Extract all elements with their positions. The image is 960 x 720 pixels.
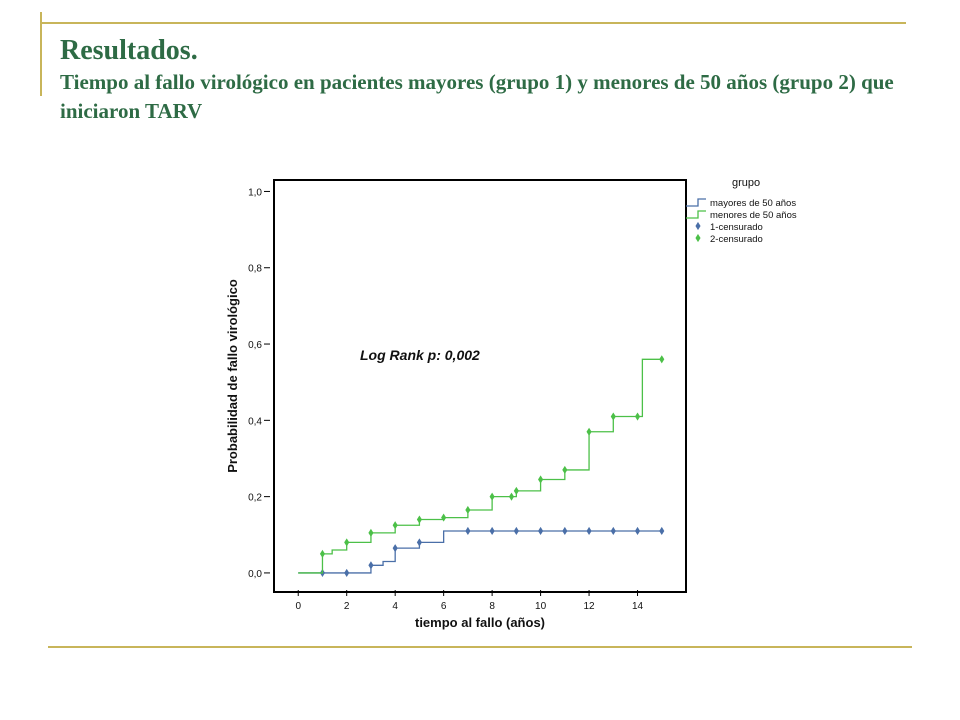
legend-entry-label: menores de 50 años <box>710 210 797 221</box>
legend-marker-swatch <box>695 233 701 243</box>
censored-marker <box>586 526 592 536</box>
censored-marker <box>416 538 422 547</box>
censored-marker <box>634 412 641 421</box>
left-rule <box>40 12 42 96</box>
x-tick-label: 4 <box>392 601 398 612</box>
censored-marker <box>416 515 422 524</box>
censored-marker <box>513 486 519 495</box>
censored-marker <box>659 526 665 536</box>
title-block: Resultados. Tiempo al fallo virológico e… <box>60 34 920 126</box>
censored-marker <box>392 521 398 530</box>
legend-line-swatch <box>686 198 706 207</box>
legend-entry-label: 2-censurado <box>710 234 763 245</box>
censored-marker <box>634 526 641 536</box>
y-tick-label: 0,6 <box>248 340 262 351</box>
censored-marker <box>538 475 544 484</box>
censored-marker <box>513 526 519 536</box>
censored-marker <box>659 355 665 364</box>
censored-marker <box>489 492 495 501</box>
censored-marker <box>508 492 515 501</box>
censored-marker <box>465 505 471 515</box>
y-tick-label: 0,0 <box>248 569 262 580</box>
axis-layer: 0 2 4 6 8 10 12 14 0,0 0,2 0,4 0,6 0,8 1,0 <box>248 187 643 612</box>
x-tick-label: 8 <box>489 601 495 612</box>
censored-marker <box>344 538 350 547</box>
legend-entry-label: mayores de 50 años <box>710 198 796 209</box>
legend-marker-swatch <box>695 221 701 231</box>
legend-entry-label: 1-censurado <box>710 222 763 233</box>
slide-subtitle: Tiempo al fallo virológico en pacientes … <box>60 70 894 123</box>
censored-marker <box>368 561 374 570</box>
y-tick-label: 0,8 <box>248 264 262 275</box>
y-tick-label: 1,0 <box>248 187 262 198</box>
slide-title: Resultados. <box>60 35 198 66</box>
censored-marker <box>368 528 374 537</box>
censored-marker <box>562 465 568 474</box>
y-tick-label: 0,4 <box>248 416 262 427</box>
y-axis-label: Probabilidad de fallo virológico <box>225 279 240 473</box>
x-tick-label: 0 <box>295 601 301 612</box>
censored-marker <box>562 526 568 536</box>
series-layer <box>298 355 665 577</box>
censored-marker <box>441 513 447 522</box>
legend-title: grupo <box>732 177 760 189</box>
censored-marker <box>392 544 398 553</box>
x-tick-label: 2 <box>344 601 350 612</box>
censored-marker <box>344 568 350 577</box>
censored-marker <box>538 526 544 536</box>
annotation-text: Log Rank p: 0,002 <box>360 347 480 363</box>
top-rule <box>40 22 906 24</box>
censored-marker <box>319 549 326 558</box>
legend-line-swatch <box>686 210 706 219</box>
censored-marker <box>465 526 471 536</box>
x-tick-label: 6 <box>441 601 447 612</box>
x-tick-label: 10 <box>535 601 547 612</box>
censored-marker <box>610 412 616 421</box>
x-tick-label: 14 <box>632 601 644 612</box>
censored-marker <box>586 427 592 436</box>
x-tick-label: 12 <box>583 601 595 612</box>
series-2 <box>298 355 665 574</box>
bottom-rule <box>48 646 912 648</box>
censored-marker <box>610 526 616 536</box>
plot-frame <box>273 179 687 593</box>
y-tick-label: 0,2 <box>248 493 262 504</box>
censored-marker <box>489 526 495 536</box>
x-axis-label: tiempo al fallo (años) <box>415 615 545 630</box>
